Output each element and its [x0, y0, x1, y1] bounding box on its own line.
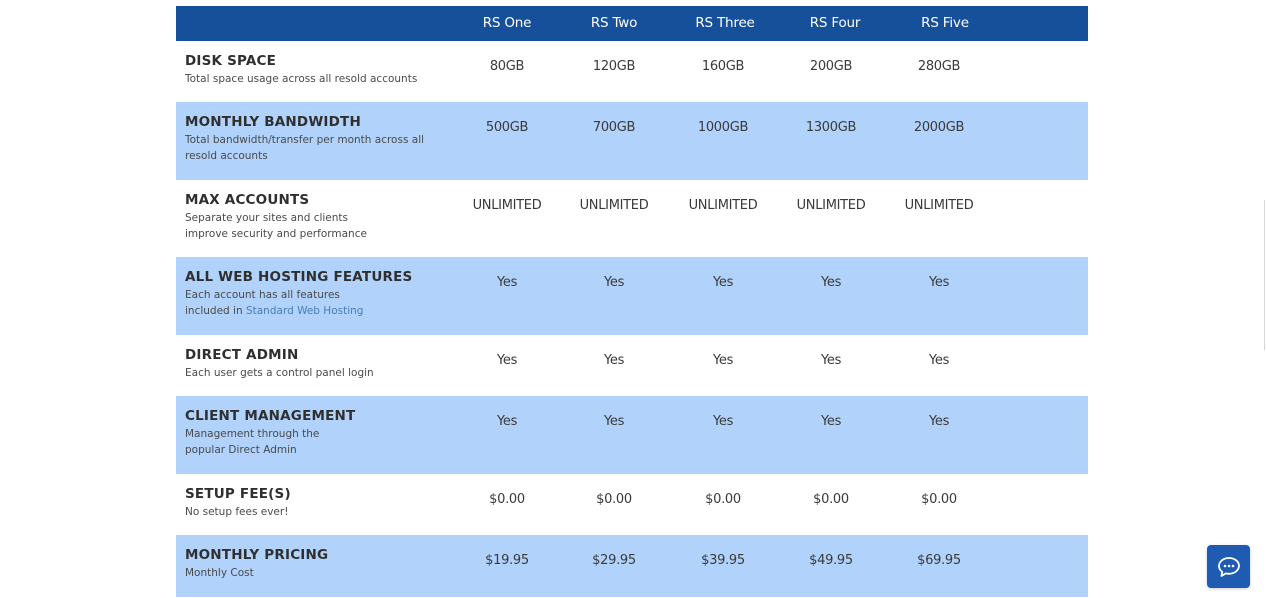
table-cell: Yes [496, 414, 518, 429]
row-title: SETUP FEE(S) [185, 486, 291, 502]
row-label: CLIENT MANAGEMENT Management through the p… [185, 408, 455, 458]
standard-web-hosting-link[interactable]: Standard Web Hosting [245, 305, 364, 317]
row-description-line: Total space usage across all resold acco… [185, 73, 418, 85]
row-description-line: popular Direct Admin [185, 444, 297, 456]
table-cell: $39.95 [701, 553, 745, 568]
row-description: Each user gets a control panel login [185, 365, 455, 381]
row-description-line: Total bandwidth/transfer per month acros… [185, 134, 425, 146]
table-cell: $0.00 [596, 492, 632, 507]
table-cell: 500GB [485, 120, 529, 135]
row-title: MAX ACCOUNTS [185, 192, 310, 208]
table-cell: Yes [712, 414, 734, 429]
plan-header-rs-four: RS Four [809, 15, 861, 31]
row-description: No setup fees ever! [185, 504, 455, 520]
row-description-line: Separate your sites and clients [185, 212, 349, 224]
table-body: DISK SPACE Total space usage across all r… [176, 41, 1088, 597]
table-row: CLIENT MANAGEMENT Management through the p… [176, 396, 1088, 474]
table-cell: UNLIMITED [472, 198, 542, 213]
table-cell: Yes [928, 275, 950, 290]
row-description: Total bandwidth/transfer per month acros… [185, 132, 455, 164]
row-description-line: Each user gets a control panel login [185, 367, 374, 379]
link-prefix: included in [185, 305, 246, 317]
table-cell: 280GB [917, 59, 961, 74]
row-title: CLIENT MANAGEMENT [185, 408, 356, 424]
row-description: Management through the popular Direct Adm… [185, 426, 455, 458]
row-title: MONTHLY PRICING [185, 547, 329, 563]
table-cell: $0.00 [489, 492, 525, 507]
table-cell: 120GB [592, 59, 636, 74]
plan-header-rs-five: RS Five [921, 15, 969, 31]
table-cell: 200GB [809, 59, 853, 74]
table-header: RS One RS Two RS Three RS Four RS Five [176, 6, 1088, 41]
table-cell: $49.95 [809, 553, 853, 568]
table-cell: Yes [603, 275, 625, 290]
table-row: DISK SPACE Total space usage across all r… [176, 41, 1088, 102]
row-description-line: included in Standard Web Hosting [185, 303, 455, 319]
row-label: ALL WEB HOSTING FEATURES Each account has… [185, 269, 455, 319]
chat-button[interactable] [1207, 545, 1250, 588]
table-cell: Yes [928, 414, 950, 429]
row-description-line: resold accounts [185, 150, 268, 162]
table-cell: UNLIMITED [796, 198, 866, 213]
table-cell: $19.95 [485, 553, 529, 568]
table-cell: 700GB [592, 120, 636, 135]
table-cell: Yes [712, 275, 734, 290]
table-cell: 160GB [701, 59, 745, 74]
scrollbar[interactable] [1264, 200, 1265, 350]
table-cell: Yes [820, 414, 842, 429]
plan-header-rs-one: RS One [482, 15, 532, 31]
table-row: MAX ACCOUNTS Separate your sites and clie… [176, 180, 1088, 257]
comparison-table: RS One RS Two RS Three RS Four RS Five D… [176, 6, 1088, 597]
row-description-line: Each account has all features [185, 289, 340, 301]
table-cell: Yes [820, 275, 842, 290]
row-title: ALL WEB HOSTING FEATURES [185, 269, 413, 285]
table-cell: $0.00 [921, 492, 957, 507]
table-cell: Yes [820, 353, 842, 368]
table-row: MONTHLY BANDWIDTH Total bandwidth/transfe… [176, 102, 1088, 180]
table-cell: UNLIMITED [904, 198, 974, 213]
table-cell: UNLIMITED [688, 198, 758, 213]
row-label: DIRECT ADMIN Each user gets a control pan… [185, 347, 455, 381]
table-cell: $29.95 [592, 553, 636, 568]
row-title: DIRECT ADMIN [185, 347, 299, 363]
row-description-line: No setup fees ever! [185, 506, 289, 518]
row-title: DISK SPACE [185, 53, 277, 69]
table-cell: 2000GB [913, 120, 965, 135]
row-description-line: improve security and performance [185, 228, 367, 240]
table-cell: Yes [603, 353, 625, 368]
table-cell: $0.00 [813, 492, 849, 507]
table-cell: $0.00 [705, 492, 741, 507]
row-label: MONTHLY BANDWIDTH Total bandwidth/transfe… [185, 114, 455, 164]
table-cell: Yes [928, 353, 950, 368]
table-cell: Yes [496, 275, 518, 290]
row-description-line: Management through the [185, 428, 320, 440]
row-label: MAX ACCOUNTS Separate your sites and clie… [185, 192, 455, 242]
row-description: Monthly Cost [185, 565, 455, 581]
table-cell: UNLIMITED [579, 198, 649, 213]
table-cell: 1300GB [805, 120, 857, 135]
table-cell: $69.95 [917, 553, 961, 568]
table-row: ALL WEB HOSTING FEATURES Each account has… [176, 257, 1088, 335]
row-description: Each account has all features included in… [185, 287, 455, 319]
table-cell: 1000GB [697, 120, 749, 135]
table-cell: Yes [496, 353, 518, 368]
row-label: MONTHLY PRICING Monthly Cost [185, 547, 455, 581]
plan-header-rs-two: RS Two [590, 15, 638, 31]
table-row: SETUP FEE(S) No setup fees ever! $0.00 $0.0… [176, 474, 1088, 535]
row-label: SETUP FEE(S) No setup fees ever! [185, 486, 455, 520]
table-cell: Yes [603, 414, 625, 429]
row-label: DISK SPACE Total space usage across all r… [185, 53, 455, 87]
row-description: Separate your sites and clients improve s… [185, 210, 455, 242]
plan-header-rs-three: RS Three [695, 15, 755, 31]
table-cell: 80GB [489, 59, 525, 74]
table-row: MONTHLY PRICING Monthly Cost $19.95 $29.95 $… [176, 535, 1088, 597]
table-row: DIRECT ADMIN Each user gets a control pan… [176, 335, 1088, 396]
row-title: MONTHLY BANDWIDTH [185, 114, 361, 130]
row-description: Total space usage across all resold acco… [185, 71, 455, 87]
row-description-line: Monthly Cost [185, 567, 254, 579]
table-cell: Yes [712, 353, 734, 368]
chat-bubble-icon [1217, 556, 1240, 577]
